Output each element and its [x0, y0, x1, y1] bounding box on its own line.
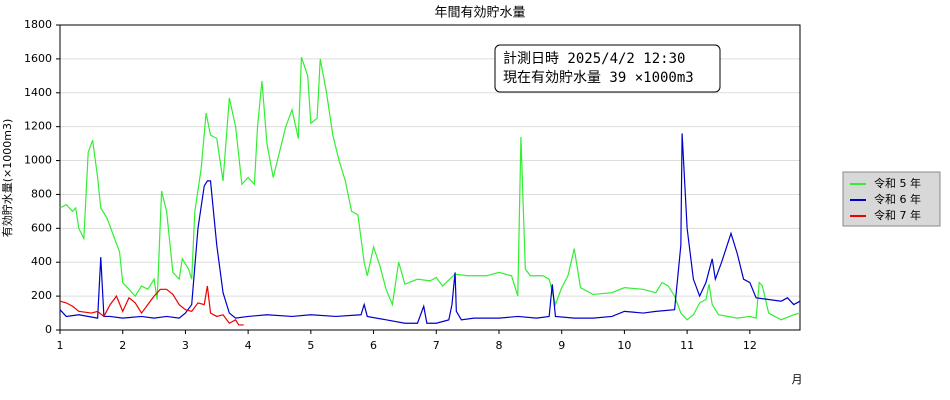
- y-tick-label: 1600: [24, 52, 52, 65]
- y-tick-label: 0: [45, 323, 52, 336]
- y-tick-label: 1000: [24, 154, 52, 167]
- x-tick-label: 2: [119, 339, 126, 352]
- x-tick-label: 10: [617, 339, 631, 352]
- x-tick-label: 4: [245, 339, 252, 352]
- x-tick-label: 6: [370, 339, 377, 352]
- x-tick-label: 9: [558, 339, 565, 352]
- y-axis-label: 有効貯水量(×1000m3): [0, 119, 14, 238]
- chart-title: 年間有効貯水量: [434, 6, 525, 21]
- y-tick-label: 1200: [24, 120, 52, 133]
- y-tick-label: 1800: [24, 18, 52, 31]
- annotation: 現在有効貯水量 39 ×1000m3: [503, 70, 694, 86]
- y-tick-label: 800: [31, 187, 52, 200]
- legend-label: 令和 7 年: [874, 208, 921, 222]
- x-tick-label: 5: [307, 339, 314, 352]
- x-tick-label: 11: [680, 339, 694, 352]
- data-line: [59, 285, 244, 326]
- legend-label: 令和 5 年: [874, 176, 921, 190]
- x-tick-label: 3: [182, 339, 189, 352]
- x-axis-label: 月: [792, 373, 803, 386]
- data-line: [59, 57, 801, 321]
- y-tick-label: 600: [31, 221, 52, 234]
- annotation-box: [494, 44, 721, 93]
- y-tick-label: 200: [31, 289, 52, 302]
- x-tick-label: 12: [743, 339, 757, 352]
- x-tick-label: 8: [495, 339, 502, 352]
- x-tick-label: 7: [433, 339, 440, 352]
- plot-frame: [59, 24, 801, 331]
- legend-label: 令和 6 年: [874, 192, 921, 206]
- y-tick-label: 1400: [24, 86, 52, 99]
- data-line: [59, 133, 801, 324]
- annotation: 計測日時 2025/4/2 12:30: [503, 51, 685, 67]
- y-tick-label: 400: [31, 255, 52, 268]
- x-tick-label: 1: [57, 339, 64, 352]
